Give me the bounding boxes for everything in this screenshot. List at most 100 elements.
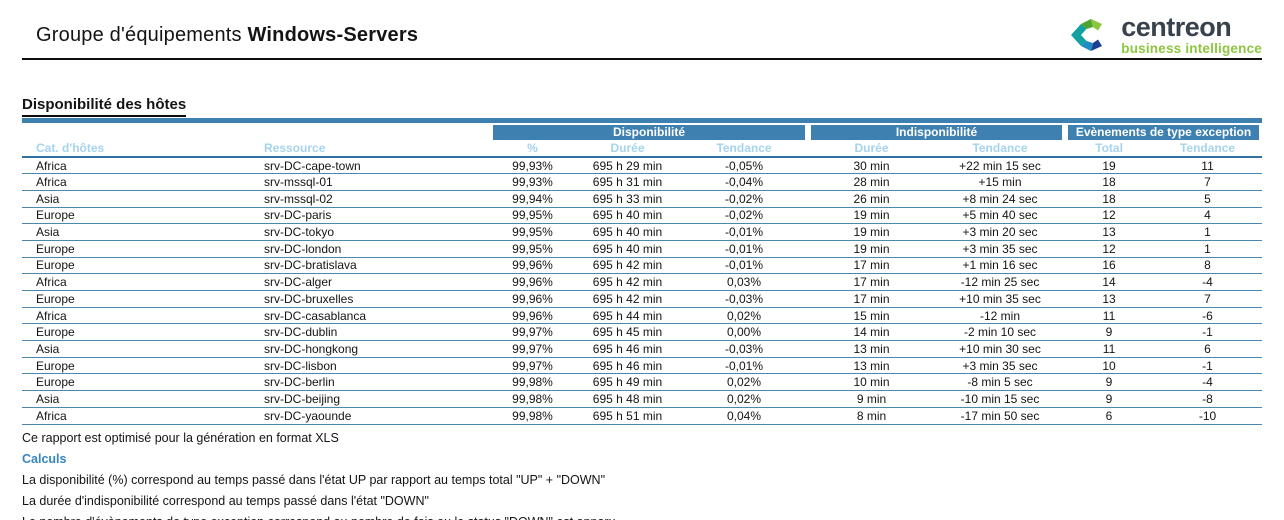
cell-unavailability-trend: +22 min 15 sec — [935, 157, 1066, 175]
cell-exception-total: 9 — [1065, 390, 1154, 408]
cell-availability-pct: 99,95% — [490, 207, 575, 225]
cell-unavailability-duration: 9 min — [808, 390, 935, 408]
cell-resource: srv-DC-yaounde — [250, 407, 490, 425]
cell-unavailability-trend: +3 min 20 sec — [935, 223, 1066, 241]
cell-exception-total: 16 — [1065, 257, 1154, 275]
cell-unavailability-trend: +10 min 30 sec — [935, 340, 1066, 358]
page-title: Groupe d'équipements Windows-Servers — [22, 24, 418, 47]
table-row: Europe srv-DC-lisbon 99,97% 695 h 46 min -0,… — [22, 357, 1263, 375]
cell-availability-duration: 695 h 42 min — [575, 273, 680, 291]
cell-host-category: Europe — [22, 240, 250, 258]
cell-availability-pct: 99,93% — [490, 173, 575, 191]
cell-availability-pct: 99,98% — [490, 373, 575, 392]
table-row: Asia srv-DC-beijing 99,98% 695 h 48 min 0,02… — [22, 390, 1263, 408]
cell-availability-trend: 0,02% — [680, 373, 808, 392]
page-title-name: Windows-Servers — [247, 23, 419, 46]
cell-resource: srv-DC-berlin — [250, 373, 490, 392]
cell-availability-pct: 99,98% — [490, 390, 575, 408]
cell-availability-duration: 695 h 46 min — [575, 357, 680, 375]
cell-availability-duration: 695 h 31 min — [575, 173, 680, 191]
table-row: Europe srv-DC-london 99,95% 695 h 40 min -0,… — [22, 240, 1263, 258]
centreon-logo: centreon business intelligence — [1069, 14, 1262, 56]
cell-exception-total: 13 — [1065, 223, 1154, 241]
group-header-availability-label: Disponibilité — [493, 125, 805, 140]
cell-unavailability-duration: 14 min — [808, 323, 935, 342]
cell-host-category: Europe — [22, 207, 250, 225]
cell-exception-total: 9 — [1065, 373, 1154, 392]
cell-exception-trend: 8 — [1153, 257, 1263, 275]
cell-unavailability-trend: +1 min 16 sec — [935, 257, 1066, 275]
cell-unavailability-duration: 17 min — [808, 257, 935, 275]
cell-availability-trend: -0,01% — [680, 357, 808, 375]
cell-unavailability-duration: 19 min — [808, 207, 935, 225]
cell-unavailability-trend: +3 min 35 sec — [935, 240, 1066, 258]
col-header-exception-total: Total — [1065, 140, 1154, 158]
cell-unavailability-duration: 15 min — [808, 307, 935, 325]
cell-host-category: Africa — [22, 173, 250, 191]
table-row: Africa srv-DC-alger 99,96% 695 h 42 min 0,03… — [22, 273, 1263, 291]
cell-unavailability-trend: +3 min 35 sec — [935, 357, 1066, 375]
cell-exception-total: 12 — [1065, 207, 1154, 225]
cell-availability-pct: 99,96% — [490, 307, 575, 325]
cell-availability-trend: -0,03% — [680, 340, 808, 358]
cell-availability-duration: 695 h 45 min — [575, 323, 680, 342]
cell-resource: srv-mssql-02 — [250, 190, 490, 208]
centreon-logo-icon — [1071, 19, 1103, 51]
table-row: Europe srv-DC-dublin 99,97% 695 h 45 min 0,0… — [22, 323, 1263, 342]
cell-availability-pct: 99,97% — [490, 340, 575, 358]
table-group-header-row: Disponibilité Indisponibilité Evènements… — [22, 125, 1262, 140]
cell-unavailability-duration: 19 min — [808, 223, 935, 241]
table-row: Asia srv-DC-tokyo 99,95% 695 h 40 min -0,01%… — [22, 223, 1263, 241]
cell-availability-duration: 695 h 49 min — [575, 373, 680, 392]
cell-availability-pct: 99,97% — [490, 357, 575, 375]
cell-availability-duration: 695 h 40 min — [575, 207, 680, 225]
table-row: Africa srv-DC-cape-town 99,93% 695 h 29 min… — [22, 157, 1263, 175]
cell-exception-trend: 7 — [1153, 173, 1263, 191]
cell-host-category: Asia — [22, 223, 250, 241]
cell-resource: srv-DC-paris — [250, 207, 490, 225]
report-header: Groupe d'équipements Windows-Servers cen… — [22, 14, 1262, 60]
cell-host-category: Europe — [22, 290, 250, 308]
cell-unavailability-duration: 8 min — [808, 407, 935, 425]
centreon-logo-text: centreon business intelligence — [1121, 14, 1262, 56]
cell-availability-duration: 695 h 42 min — [575, 257, 680, 275]
cell-exception-trend: -8 — [1153, 390, 1263, 408]
cell-resource: srv-DC-lisbon — [250, 357, 490, 375]
page-title-prefix: Groupe d'équipements — [36, 23, 242, 46]
table-row: Europe srv-DC-berlin 99,98% 695 h 49 min 0,0… — [22, 373, 1263, 392]
table-row: Europe srv-DC-paris 99,95% 695 h 40 min -0,0… — [22, 207, 1263, 225]
cell-exception-total: 18 — [1065, 190, 1154, 208]
cell-unavailability-trend: -12 min — [935, 307, 1066, 325]
cell-exception-trend: -4 — [1153, 273, 1263, 291]
cell-unavailability-duration: 13 min — [808, 340, 935, 358]
col-header-unavailability-duration: Durée — [808, 140, 935, 158]
cell-exception-trend: 5 — [1153, 190, 1263, 208]
cell-unavailability-duration: 30 min — [808, 157, 935, 175]
table-row: Europe srv-DC-bruxelles 99,96% 695 h 42 min… — [22, 290, 1263, 308]
cell-exception-total: 18 — [1065, 173, 1154, 191]
calc-line-availability: La disponibilité (%) correspond au temps… — [22, 472, 606, 487]
cell-host-category: Europe — [22, 323, 250, 342]
cell-host-category: Asia — [22, 340, 250, 358]
cell-availability-trend: 0,00% — [680, 323, 808, 342]
cell-availability-pct: 99,94% — [490, 190, 575, 208]
calculations-title: Calculs — [22, 451, 67, 466]
cell-availability-duration: 695 h 29 min — [575, 157, 680, 175]
table-row: Africa srv-DC-yaounde 99,98% 695 h 51 min 0,… — [22, 407, 1263, 425]
cell-availability-pct: 99,95% — [490, 223, 575, 241]
group-header-unavailability-label: Indisponibilité — [811, 125, 1063, 140]
cell-resource: srv-DC-alger — [250, 273, 490, 291]
col-header-availability-trend: Tendance — [680, 140, 808, 158]
cell-host-category: Europe — [22, 357, 250, 375]
cell-exception-trend: -6 — [1153, 307, 1263, 325]
cell-resource: srv-DC-beijing — [250, 390, 490, 408]
section-divider-bar — [22, 118, 1262, 123]
cell-exception-trend: -1 — [1153, 357, 1263, 375]
cell-unavailability-trend: -10 min 15 sec — [935, 390, 1066, 408]
cell-availability-trend: 0,03% — [680, 273, 808, 291]
cell-unavailability-trend: +15 min — [935, 173, 1066, 191]
cell-availability-trend: -0,04% — [680, 173, 808, 191]
cell-unavailability-trend: +10 min 35 sec — [935, 290, 1066, 308]
cell-availability-pct: 99,96% — [490, 290, 575, 308]
